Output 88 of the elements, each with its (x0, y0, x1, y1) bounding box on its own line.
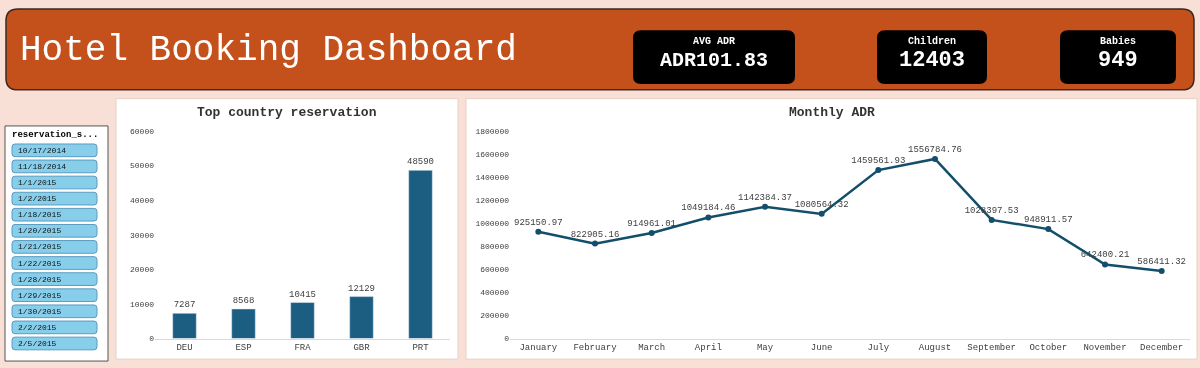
point (818, 210, 825, 217)
y-tick-label: 50000 (129, 161, 155, 171)
text: 1/29/2015 (18, 291, 62, 300)
y-tick-label: 1800000 (475, 126, 510, 136)
text: 1/20/2015 (18, 226, 62, 235)
bar (231, 308, 256, 339)
data-label: 822905.16 (570, 229, 620, 240)
text: 1/28/2015 (18, 275, 62, 284)
text: ADR101.83 (660, 49, 769, 72)
y-tick-label: 40000 (129, 195, 155, 205)
text: 2/5/2015 (18, 339, 57, 348)
data-label: 1049184.46 (681, 203, 736, 214)
y-tick-label: 20000 (129, 265, 155, 275)
text: 2/2/2015 (18, 323, 57, 332)
text: 12403 (899, 48, 966, 73)
text: Children (908, 36, 957, 47)
text: Babies (1100, 36, 1137, 47)
data-label: 925150.97 (514, 217, 563, 228)
x-tick-label: August (918, 343, 952, 354)
y-tick-label: 200000 (480, 311, 510, 321)
point (932, 155, 938, 162)
bar (290, 302, 315, 339)
data-label: 8568 (232, 295, 255, 306)
text: 1/22/2015 (18, 259, 62, 268)
point (1045, 226, 1052, 233)
x-tick-label: GBR (353, 343, 371, 354)
x-tick-label: July (867, 343, 890, 354)
x-tick-label: June (810, 343, 833, 354)
x-tick-label: September (967, 343, 1016, 354)
text: 11/18/2014 (18, 162, 67, 171)
point (648, 229, 655, 236)
x-tick-label: April (694, 343, 722, 354)
point (535, 228, 542, 235)
text: 1/30/2015 (18, 307, 62, 316)
y-tick-label: 1400000 (475, 172, 510, 182)
y-tick-label: 1000000 (475, 218, 510, 228)
y-tick-label: 600000 (480, 265, 510, 275)
point (705, 214, 712, 221)
text: AVG ADR (693, 36, 736, 47)
text: Hotel Booking Dashboard (20, 30, 517, 71)
text: 1/18/2015 (18, 210, 62, 219)
text: 1/2/2015 (18, 194, 57, 203)
data-label: 1459561.93 (851, 156, 906, 167)
x-tick-label: October (1029, 343, 1068, 354)
y-tick-label: 1200000 (475, 195, 510, 205)
bar (408, 170, 433, 339)
x-tick-label: November (1083, 343, 1127, 354)
y-tick-label: 60000 (129, 126, 155, 136)
x-tick-label: PRT (412, 343, 430, 354)
chart-title: Monthly ADR (789, 105, 876, 120)
x-tick-label: January (519, 343, 558, 354)
point (1102, 261, 1108, 268)
y-tick-label: 1600000 (475, 149, 510, 159)
x-tick-label: FRA (294, 343, 312, 354)
data-label: 10415 (288, 289, 317, 300)
x-tick-label: February (573, 343, 618, 354)
text: 1/21/2015 (18, 242, 62, 251)
bar (172, 313, 197, 339)
text: 10/17/2014 (18, 146, 67, 155)
y-tick-label: 0 (149, 334, 155, 344)
data-label: 914961.01 (627, 218, 676, 229)
data-label: 586411.32 (1137, 256, 1186, 267)
y-tick-label: 10000 (129, 299, 155, 309)
point (988, 216, 995, 223)
x-tick-label: March (638, 343, 666, 354)
data-label: 948911.57 (1024, 215, 1073, 226)
data-label: 1142384.37 (737, 192, 793, 203)
y-tick-label: 400000 (480, 288, 510, 298)
text: reservation_s... (12, 130, 99, 140)
x-tick-label: May (756, 343, 774, 354)
data-label: 7287 (173, 300, 196, 311)
point (762, 203, 768, 210)
data-label: 12129 (347, 283, 376, 294)
point (592, 240, 598, 247)
x-tick-label: DEU (176, 343, 193, 354)
point (875, 167, 882, 174)
x-tick-label: December (1140, 343, 1184, 354)
y-tick-label: 0 (504, 334, 510, 344)
data-label: 48590 (406, 157, 435, 168)
text: 1/1/2015 (18, 178, 57, 187)
y-tick-label: 30000 (129, 230, 155, 240)
chart-title: Top country reservation (197, 105, 377, 120)
x-tick-label: ESP (235, 343, 252, 354)
y-tick-label: 800000 (480, 242, 510, 252)
point (1158, 267, 1165, 274)
data-label: 1556784.76 (907, 144, 963, 155)
text: 949 (1098, 48, 1138, 73)
bar (349, 296, 374, 339)
